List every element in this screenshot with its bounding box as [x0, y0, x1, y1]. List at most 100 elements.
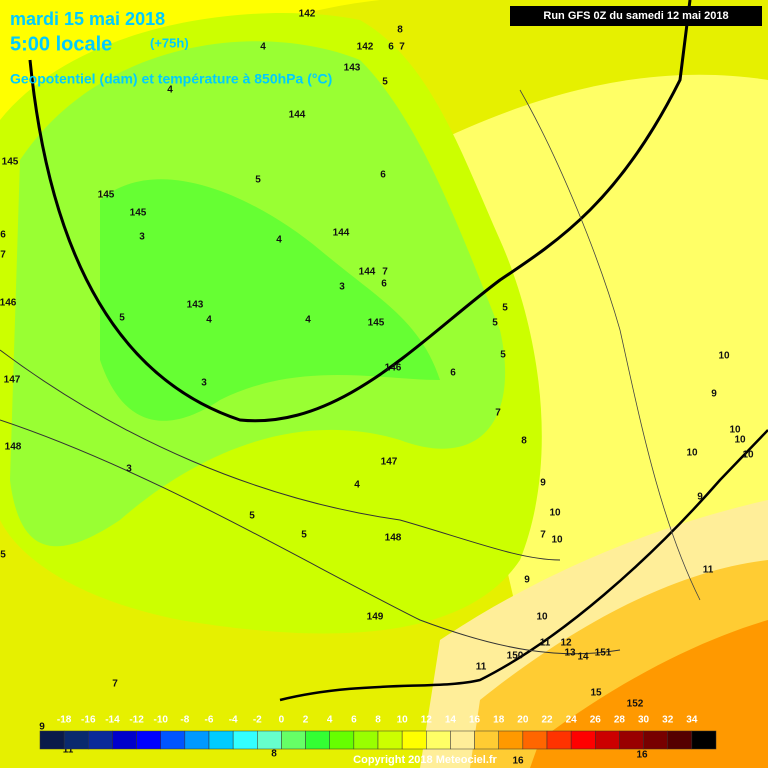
- copyright: Copyright 2018 Meteociel.fr: [353, 754, 497, 766]
- contour-label: 4: [167, 85, 173, 96]
- scale-swatch: [595, 730, 620, 750]
- contour-label: 10: [549, 508, 561, 519]
- contour-label: 5: [382, 77, 388, 88]
- scale-swatch: [546, 730, 572, 750]
- contour-label: 145: [98, 190, 115, 201]
- contour-label: 4: [305, 315, 311, 326]
- contour-label: 145: [2, 157, 19, 168]
- scale-swatch: [208, 730, 234, 750]
- scale-label: -6: [205, 715, 214, 726]
- contour-label: 145: [130, 208, 147, 219]
- scale-label: 24: [566, 715, 578, 726]
- contour-label: 13: [564, 648, 576, 659]
- contour-label: 149: [367, 612, 384, 623]
- contour-label: 9: [540, 478, 546, 489]
- scale-swatch: [401, 730, 427, 750]
- contour-label: 144: [289, 110, 306, 121]
- contour-label: 3: [139, 232, 145, 243]
- scale-label: -12: [129, 715, 144, 726]
- border-line: [519, 89, 701, 601]
- contour-label: 10: [734, 435, 746, 446]
- scale-label: -16: [81, 715, 96, 726]
- scale-label: 26: [590, 715, 602, 726]
- contour-label: 6: [381, 279, 387, 290]
- contour-label: 14: [577, 652, 589, 663]
- contour-label: 142: [299, 9, 316, 20]
- contour-label: 3: [201, 378, 207, 389]
- scale-swatch: [643, 730, 668, 750]
- contour-label: 3: [126, 464, 132, 475]
- scale-label: -8: [180, 715, 189, 726]
- contour-label: 5: [502, 303, 508, 314]
- contour-label: 5: [0, 550, 6, 561]
- contour-label: 142: [357, 42, 374, 53]
- scale-label: 2: [303, 715, 309, 726]
- contour-label: 7: [540, 530, 546, 541]
- scale-label: 28: [614, 715, 626, 726]
- contour-label: 5: [301, 530, 307, 541]
- scale-label: 22: [541, 715, 553, 726]
- contour-label: 9: [524, 575, 530, 586]
- scale-label: -10: [153, 715, 168, 726]
- contour-thin: [0, 349, 561, 561]
- scale-label: -4: [229, 715, 238, 726]
- scale-swatch: [257, 730, 282, 750]
- scale-swatch: [474, 730, 499, 750]
- scale-label: 12: [421, 715, 433, 726]
- contour-label: 143: [187, 300, 204, 311]
- scale-label: -14: [105, 715, 120, 726]
- contour-label: 148: [385, 533, 402, 544]
- scale-swatch: [353, 730, 379, 750]
- contour-label: 5: [119, 313, 125, 324]
- contour-label: 10: [718, 351, 730, 362]
- scale-label: 4: [327, 715, 333, 726]
- contour-label: 10: [742, 450, 754, 461]
- scale-swatch: [112, 730, 137, 750]
- contour-label: 10: [686, 448, 698, 459]
- contour-label: 6: [388, 42, 394, 53]
- scale-label: 18: [493, 715, 505, 726]
- lead: (+75h): [150, 35, 189, 50]
- contour-label: 4: [354, 480, 360, 491]
- contour-label: 5: [249, 511, 255, 522]
- contour-label: 9: [697, 492, 703, 503]
- subtitle: Geopotentiel (dam) et température à 850h…: [10, 71, 332, 87]
- contour-thin: [0, 419, 621, 655]
- contour-label: 3: [339, 282, 345, 293]
- contour-label: 7: [495, 408, 501, 419]
- date: mardi 15 mai 2018: [10, 9, 165, 29]
- contour-south: [279, 429, 768, 702]
- scale-label: 6: [351, 715, 357, 726]
- contour-label: 15: [590, 688, 602, 699]
- contour-label: 4: [206, 315, 212, 326]
- scale-label: 0: [279, 715, 285, 726]
- scale-swatch: [329, 730, 355, 750]
- contour-label: 10: [729, 425, 741, 436]
- contour-label: 12: [560, 638, 572, 649]
- contour-label: 145: [368, 318, 385, 329]
- scale-swatch: [160, 730, 186, 750]
- contour-label: 147: [381, 457, 398, 468]
- field-bright-green: [100, 179, 440, 421]
- contour-label: 6: [380, 170, 386, 181]
- contour-label: 11: [476, 662, 487, 673]
- contour-label: 10: [551, 535, 563, 546]
- time: 5:00 locale: [10, 33, 112, 55]
- contour-label: 10: [536, 612, 548, 623]
- scale-swatch: [184, 730, 210, 750]
- contour-label: 151: [595, 648, 612, 659]
- scale-swatch: [691, 730, 717, 750]
- scale-swatch: [426, 730, 451, 750]
- scale-label: 32: [662, 715, 674, 726]
- contour-label: 9: [711, 389, 717, 400]
- contour-label: 5: [500, 350, 506, 361]
- scale-swatch: [63, 730, 89, 750]
- contour-label: 4: [260, 42, 266, 53]
- contour-label: 5: [255, 175, 261, 186]
- scale-label: -2: [253, 715, 262, 726]
- contour-label: 5: [492, 318, 498, 329]
- scale-swatch: [232, 730, 258, 750]
- contour-label: 11: [540, 638, 551, 649]
